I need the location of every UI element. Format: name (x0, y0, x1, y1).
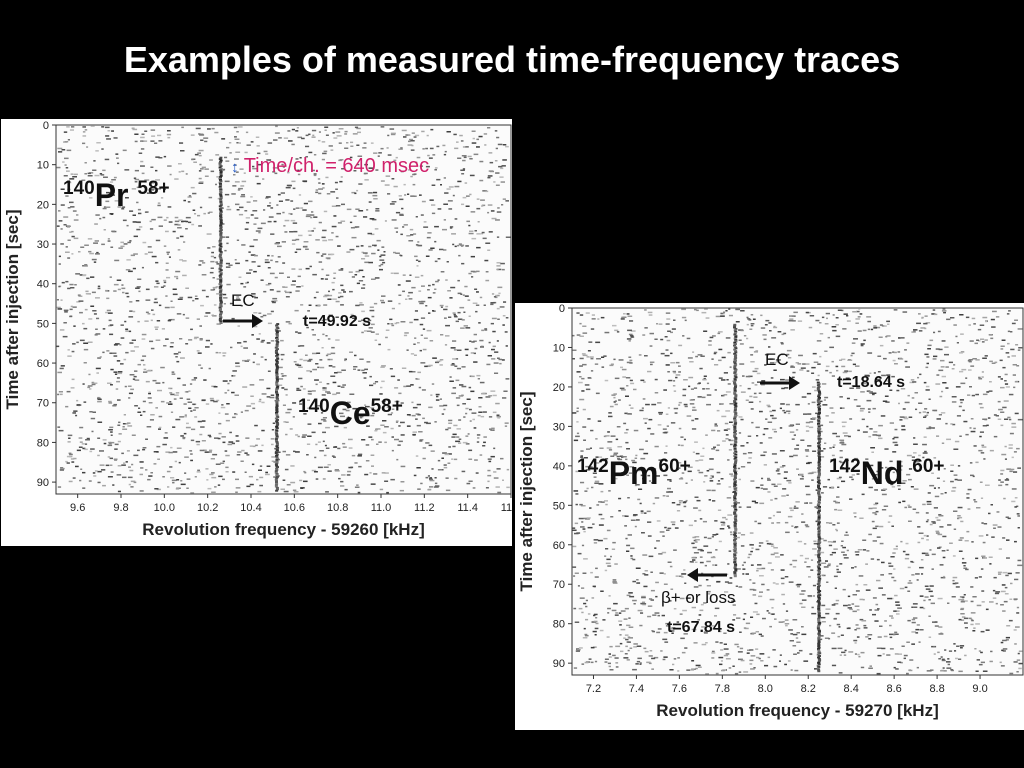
chart-1-ec-label: EC (231, 291, 255, 310)
chart-2-ec-arrow-icon (760, 376, 800, 390)
chart-1-time-per-channel: ↕ Time/ch. = 640 msec (231, 155, 429, 178)
chart-2-noise (572, 308, 1024, 675)
chart-1-axes: 9.6 9.8 10.0 10.2 10.4 10.6 10.8 11.0 11.2 11.4 11… (37, 120, 512, 514)
chart-2-ec-label: EC (765, 350, 789, 369)
x-tick-label: 7.8 (715, 683, 730, 695)
x-tick-label: 10.2 (197, 502, 218, 514)
parent-mass: 142 (577, 456, 609, 477)
time-per-channel-text: Time/ch. = 640 msec (243, 155, 430, 177)
x-tick-label: 11.4 (457, 502, 478, 514)
daughter-charge: 58+ (370, 396, 403, 417)
daughter-mass: 140 (298, 396, 330, 417)
y-tick-label: 30 (553, 421, 565, 433)
parent-charge: 58+ (137, 178, 170, 199)
y-tick-label: 10 (37, 160, 49, 172)
y-tick-label: 40 (553, 461, 565, 473)
daughter-mass: 142 (829, 456, 861, 477)
x-tick-label: 9.8 (113, 502, 128, 514)
chart-1-trace-0 (218, 156, 223, 324)
chart-panel-pm-nd: 7.2 7.4 7.6 7.8 8.0 8.2 8.4 8.6 8.8 9.0 0 10 20 30 40 5… (515, 303, 1024, 730)
double-arrow-icon: ↕ (231, 159, 239, 176)
chart-1-noise (56, 125, 511, 494)
x-tick-label: 7.4 (629, 683, 644, 695)
y-tick-label: 50 (37, 318, 49, 330)
chart-2-loss-label: β+ or loss (661, 588, 736, 607)
daughter-symbol: Nd (860, 455, 904, 491)
slide-title: Examples of measured time-frequency trac… (123, 39, 901, 80)
x-tick-label: 9.0 (972, 683, 987, 695)
x-tick-label: 10.4 (240, 502, 261, 514)
chart-1-daughter-ion: 140Ce58+ (298, 395, 403, 431)
y-tick-label: 10 (553, 342, 565, 354)
parent-mass: 140 (63, 178, 95, 199)
x-tick-label: 8.8 (929, 683, 944, 695)
y-axis-label: Time after injection [sec] (517, 392, 536, 592)
y-tick-label: 60 (37, 358, 49, 370)
chart-2-loss-arrow-icon (687, 568, 727, 582)
chart-2-trace-0 (733, 323, 738, 578)
chart-2-svg: 7.2 7.4 7.6 7.8 8.0 8.2 8.4 8.6 8.8 9.0 0 10 20 30 40 5… (517, 303, 1024, 720)
chart-panel-pr-ce: 9.6 9.8 10.0 10.2 10.4 10.6 10.8 11.0 11.2 11.4 11… (1, 119, 512, 546)
y-tick-label: 0 (559, 303, 565, 315)
x-tick-label: 10.8 (327, 502, 348, 514)
chart-2-axes: 7.2 7.4 7.6 7.8 8.0 8.2 8.4 8.6 8.8 9.0 0 10 20 30 40 5… (553, 303, 988, 695)
daughter-charge: 60+ (912, 456, 945, 477)
chart-2-loss-time: t=67.84 s (667, 619, 736, 636)
chart-1-svg: 9.6 9.8 10.0 10.2 10.4 10.6 10.8 11.0 11.2 11.4 11… (3, 120, 512, 539)
chart-2-decay-time: t=18.64 s (837, 374, 906, 391)
chart-1-parent-ion: 140Pr 58+ (63, 177, 170, 213)
y-tick-label: 80 (37, 437, 49, 449)
x-tick-label: 9.6 (70, 502, 85, 514)
y-tick-label: 90 (37, 477, 49, 489)
chart-2-frame (571, 307, 1024, 676)
parent-charge: 60+ (658, 456, 691, 477)
x-tick-label: 11.0 (371, 502, 392, 514)
chart-2-trace-1 (816, 381, 822, 673)
x-tick-label: 8.0 (758, 683, 773, 695)
x-tick-label: 7.2 (586, 683, 601, 695)
chart-1-ec-arrow-icon (223, 314, 263, 328)
x-tick-label: 7.6 (672, 683, 687, 695)
y-tick-label: 70 (553, 579, 565, 591)
y-axis-label: Time after injection [sec] (3, 210, 22, 410)
y-tick-label: 40 (37, 279, 49, 291)
x-tick-label: 10.6 (284, 502, 305, 514)
chart-1-decay-time: t=49.92 s (303, 313, 372, 330)
y-tick-label: 0 (43, 120, 49, 132)
y-tick-label: 20 (37, 199, 49, 211)
chart-2-daughter-ion: 142Nd 60+ (829, 455, 944, 491)
y-tick-label: 50 (553, 500, 565, 512)
x-tick-label: 11.6 (501, 502, 512, 514)
parent-symbol: Pm (608, 455, 659, 491)
x-axis-label: Revolution frequency - 59260 [kHz] (142, 520, 424, 539)
chart-2-parent-ion: 142Pm60+ (577, 455, 691, 491)
daughter-symbol: Ce (329, 395, 371, 431)
x-axis-label: Revolution frequency - 59270 [kHz] (656, 701, 938, 720)
x-tick-label: 8.4 (844, 683, 859, 695)
y-tick-label: 80 (553, 619, 565, 631)
y-tick-label: 20 (553, 382, 565, 394)
chart-1-frame (55, 124, 512, 495)
x-tick-label: 10.0 (154, 502, 175, 514)
x-tick-label: 8.2 (801, 683, 816, 695)
y-tick-label: 90 (553, 658, 565, 670)
x-tick-label: 11.2 (414, 502, 435, 514)
y-tick-label: 30 (37, 239, 49, 251)
chart-1-trace-1 (274, 323, 280, 492)
x-tick-label: 8.6 (886, 683, 901, 695)
y-tick-label: 60 (553, 540, 565, 552)
parent-symbol: Pr (94, 177, 129, 213)
y-tick-label: 70 (37, 398, 49, 410)
